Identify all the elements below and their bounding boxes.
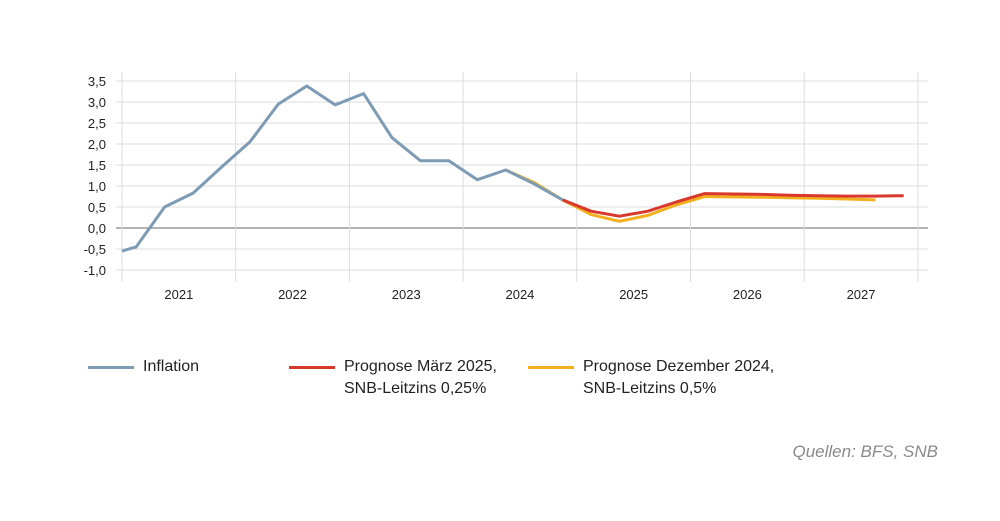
y-tick-label: -1,0 [84,263,106,278]
y-tick-label: 1,5 [88,158,106,173]
legend-label: Prognose März 2025, [344,358,497,375]
y-tick-label: 3,0 [88,95,106,110]
x-tick-label: 2023 [392,287,421,302]
x-tick-label: 2024 [505,287,534,302]
y-tick-label: -0,5 [84,242,106,257]
legend-item-inflation: Inflation [88,356,283,400]
x-tick-label: 2022 [278,287,307,302]
legend: Inflation Prognose März 2025, SNB-Leitzi… [88,356,780,400]
legend-swatch-red [289,366,335,369]
legend-label: SNB-Leitzins 0,5% [583,380,717,397]
source-note: Quellen: BFS, SNB [792,442,938,461]
x-tick-label: 2021 [164,287,193,302]
legend-swatch-inflation [88,366,134,369]
legend-item-prognose-maerz-2025: Prognose März 2025, SNB-Leitzins 0,25% [289,356,522,400]
y-tick-label: 2,5 [88,116,106,131]
y-tick-label: 2,0 [88,137,106,152]
y-tick-label: 1,0 [88,179,106,194]
legend-swatch-yellow [528,366,574,369]
x-tick-label: 2027 [847,287,876,302]
y-tick-label: 3,5 [88,74,106,89]
y-tick-label: 0,0 [88,221,106,236]
x-tick-label: 2025 [619,287,648,302]
series-prognose-maerz-2025 [562,192,904,218]
y-tick-label: 0,5 [88,200,106,215]
legend-label: Inflation [143,358,200,375]
x-tick-label: 2026 [733,287,762,302]
legend-item-prognose-dezember-2024: Prognose Dezember 2024, SNB-Leitzins 0,5… [528,356,774,400]
legend-label: Prognose Dezember 2024, [583,358,775,375]
legend-label: SNB-Leitzins 0,25% [344,380,487,397]
series-inflation [121,84,564,253]
